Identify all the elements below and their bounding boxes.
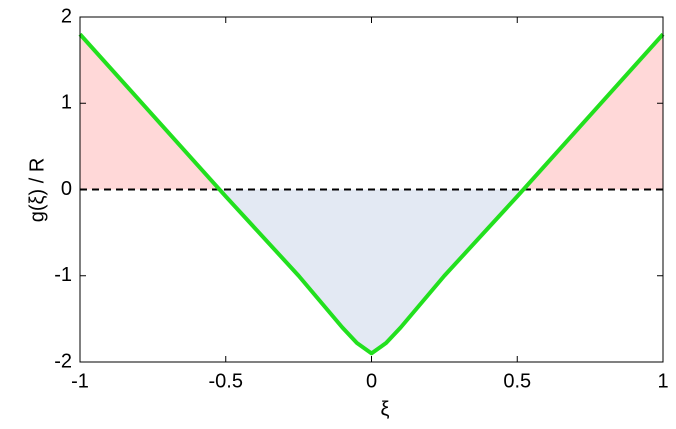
y-tick-label: 0	[61, 178, 72, 200]
line-series	[78, 32, 665, 356]
x-axis-label: ξ	[381, 398, 390, 420]
x-tick-label: 1	[657, 370, 668, 392]
x-tick-label: -1	[71, 370, 89, 392]
y-axis-label: g(ξ) / R	[26, 158, 48, 223]
y-tick-label: -2	[54, 350, 72, 372]
y-tick-label: -1	[54, 264, 72, 286]
x-tick-label: 0	[366, 370, 377, 392]
x-tick-label: -0.5	[209, 370, 243, 392]
x-tick-label: 0.5	[503, 370, 531, 392]
positive-area	[80, 34, 663, 190]
y-tick-label: 1	[61, 92, 72, 114]
y-tick-label: 2	[61, 5, 72, 27]
negative-area	[80, 189, 663, 354]
